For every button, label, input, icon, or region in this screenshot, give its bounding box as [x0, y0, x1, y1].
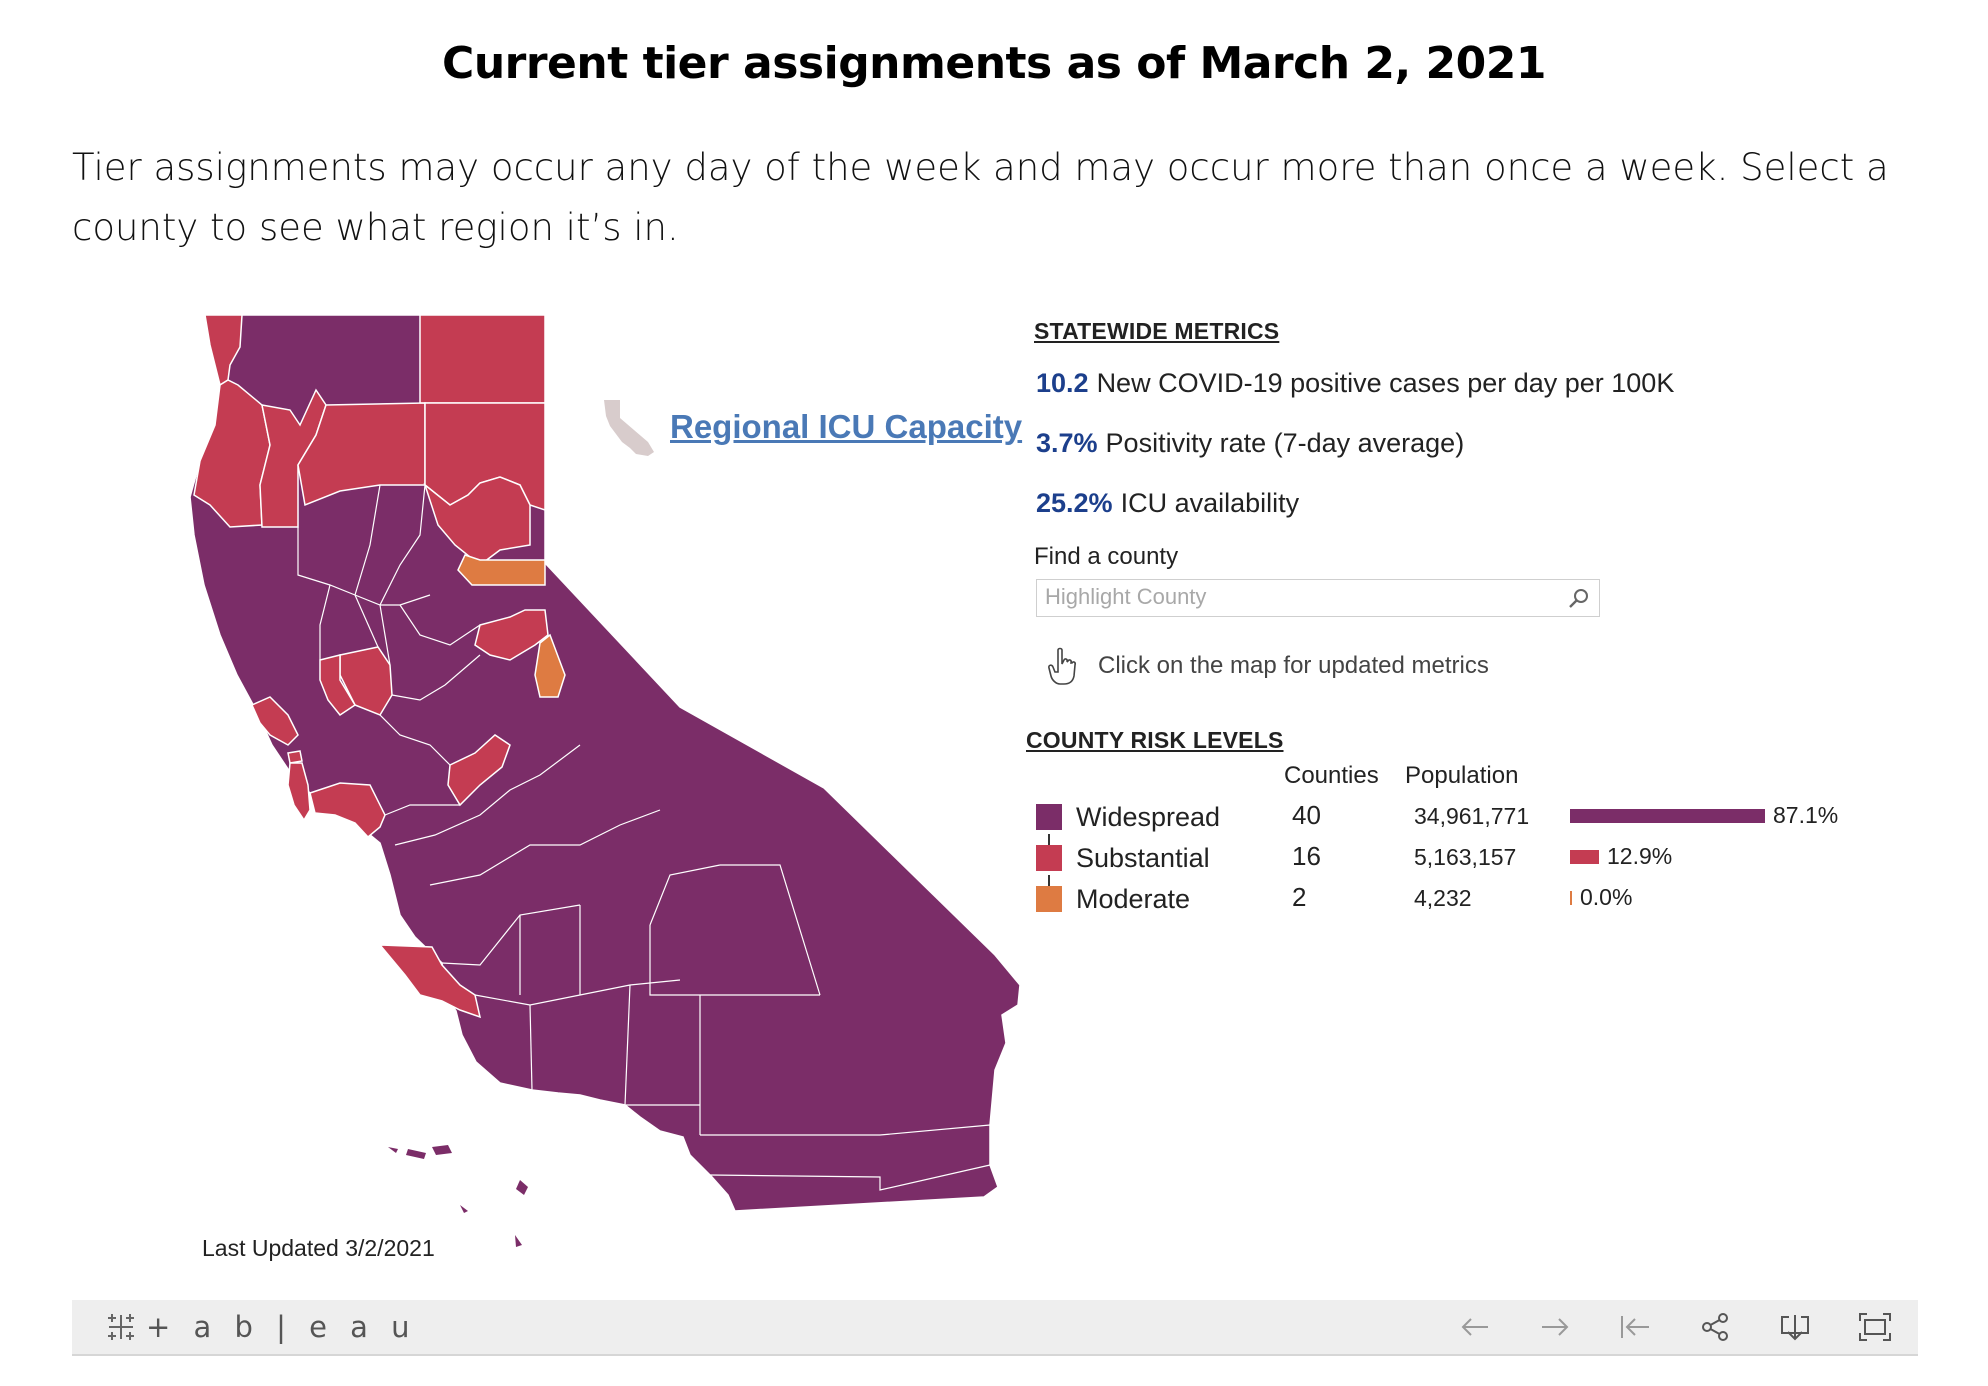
- county-san-luis-obispo[interactable]: [378, 944, 482, 1019]
- share-button[interactable]: [1698, 1311, 1732, 1343]
- metric-icu-label: ICU availability: [1120, 488, 1300, 518]
- risk-label: Substantial: [1076, 843, 1210, 873]
- search-icon[interactable]: [1567, 586, 1591, 610]
- undo-button[interactable]: [1458, 1311, 1492, 1343]
- row-connector: [1048, 834, 1050, 848]
- risk-row-widespread[interactable]: Widespread 40 34,961,771 87.1%: [1036, 800, 1936, 840]
- risk-row-substantial[interactable]: Substantial 16 5,163,157 12.9%: [1036, 841, 1936, 881]
- county-del-norte[interactable]: [204, 314, 243, 387]
- risk-share-label: 87.1%: [1773, 802, 1839, 828]
- pointer-hand-icon: [1048, 647, 1076, 685]
- page-title: Current tier assignments as of March 2, …: [442, 38, 1546, 89]
- county-el-dorado[interactable]: [474, 609, 549, 661]
- tableau-cross-icon: [108, 1314, 134, 1340]
- metric-cases-label: New COVID-19 positive cases per day per …: [1096, 368, 1675, 398]
- moderate-swatch: [1036, 886, 1062, 912]
- row-connector: [1048, 875, 1050, 889]
- undo-icon: [1461, 1318, 1488, 1336]
- regional-icu-capacity-link[interactable]: Regional ICU Capacity: [600, 396, 1022, 458]
- revert-button[interactable]: [1618, 1311, 1652, 1343]
- fullscreen-icon: [1859, 1313, 1891, 1341]
- redo-button[interactable]: [1538, 1311, 1572, 1343]
- download-icon: [1781, 1315, 1809, 1341]
- risk-population: 34,961,771: [1414, 803, 1530, 829]
- county-san-mateo[interactable]: [287, 762, 311, 822]
- risk-population: 4,232: [1414, 885, 1472, 911]
- metric-positivity: 3.7% Positivity rate (7-day average): [1036, 428, 1464, 459]
- risk-count: 16: [1292, 841, 1321, 871]
- intro-text: Tier assignments may occur any day of th…: [72, 146, 1889, 249]
- risk-count: 2: [1292, 882, 1307, 912]
- population-column-header: Population: [1405, 762, 1519, 789]
- county-san-francisco[interactable]: [287, 750, 303, 764]
- widespread-swatch: [1036, 804, 1062, 830]
- metric-icu: 25.2% ICU availability: [1036, 488, 1299, 519]
- risk-share-bar: [1570, 891, 1572, 905]
- channel-islands[interactable]: [388, 1145, 528, 1247]
- regional-icu-capacity-label[interactable]: Regional ICU Capacity: [670, 408, 1023, 445]
- county-mariposa[interactable]: [447, 734, 511, 807]
- county-search-input[interactable]: [1037, 580, 1553, 614]
- map-click-hint: Click on the map for updated metrics: [1046, 646, 1489, 686]
- substantial-swatch: [1036, 845, 1062, 871]
- county-risk-table: Counties Population Widespread 40 34,961…: [1036, 762, 1936, 922]
- risk-row-moderate[interactable]: Moderate 2 4,232 0.0%: [1036, 882, 1936, 922]
- tableau-toolbar: + a b | e a u: [72, 1300, 1918, 1356]
- risk-share-bar: [1570, 850, 1599, 864]
- tableau-logo[interactable]: + a b | e a u: [104, 1310, 417, 1344]
- risk-label: Widespread: [1076, 802, 1221, 832]
- revert-icon: [1621, 1316, 1649, 1338]
- fullscreen-button[interactable]: [1858, 1311, 1892, 1343]
- county-napa[interactable]: [319, 654, 357, 717]
- county-santa-clara[interactable]: [309, 782, 386, 839]
- metric-icu-value: 25.2%: [1036, 488, 1113, 518]
- county-risk-levels-heading: COUNTY RISK LEVELS: [1026, 727, 1284, 753]
- share-icon: [1702, 1313, 1728, 1341]
- county-marin[interactable]: [251, 696, 299, 746]
- california-map[interactable]: [180, 305, 1020, 1285]
- map-click-hint-text: Click on the map for updated metrics: [1098, 652, 1489, 679]
- county-borders: [297, 484, 991, 1236]
- risk-share-bar: [1570, 809, 1765, 823]
- county-search-box[interactable]: [1036, 579, 1600, 617]
- california-state-shape[interactable]: [189, 314, 1020, 1212]
- california-outline-icon: [604, 400, 654, 456]
- risk-share-label: 0.0%: [1580, 884, 1633, 910]
- risk-population: 5,163,157: [1414, 844, 1517, 870]
- county-modoc[interactable]: [419, 314, 546, 404]
- risk-count: 40: [1292, 800, 1321, 830]
- risk-share-label: 12.9%: [1607, 843, 1673, 869]
- metric-positivity-value: 3.7%: [1036, 428, 1098, 458]
- redo-icon: [1542, 1318, 1569, 1336]
- counties-column-header: Counties: [1284, 762, 1379, 789]
- risk-label: Moderate: [1076, 884, 1191, 914]
- county-alpine[interactable]: [534, 633, 566, 698]
- metric-cases: 10.2 New COVID-19 positive cases per day …: [1036, 368, 1674, 399]
- metric-positivity-label: Positivity rate (7-day average): [1105, 428, 1465, 458]
- county-plumas[interactable]: [423, 476, 531, 566]
- find-county-label: Find a county: [1034, 543, 1179, 570]
- statewide-metrics-heading: STATEWIDE METRICS: [1034, 318, 1280, 344]
- download-button[interactable]: [1778, 1311, 1812, 1343]
- county-yolo[interactable]: [339, 646, 393, 716]
- last-updated-text: Last Updated 3/2/2021: [202, 1235, 435, 1261]
- county-sierra[interactable]: [457, 554, 546, 586]
- metric-cases-value: 10.2: [1036, 368, 1089, 398]
- tableau-wordmark: + a b | e a u: [146, 1310, 417, 1344]
